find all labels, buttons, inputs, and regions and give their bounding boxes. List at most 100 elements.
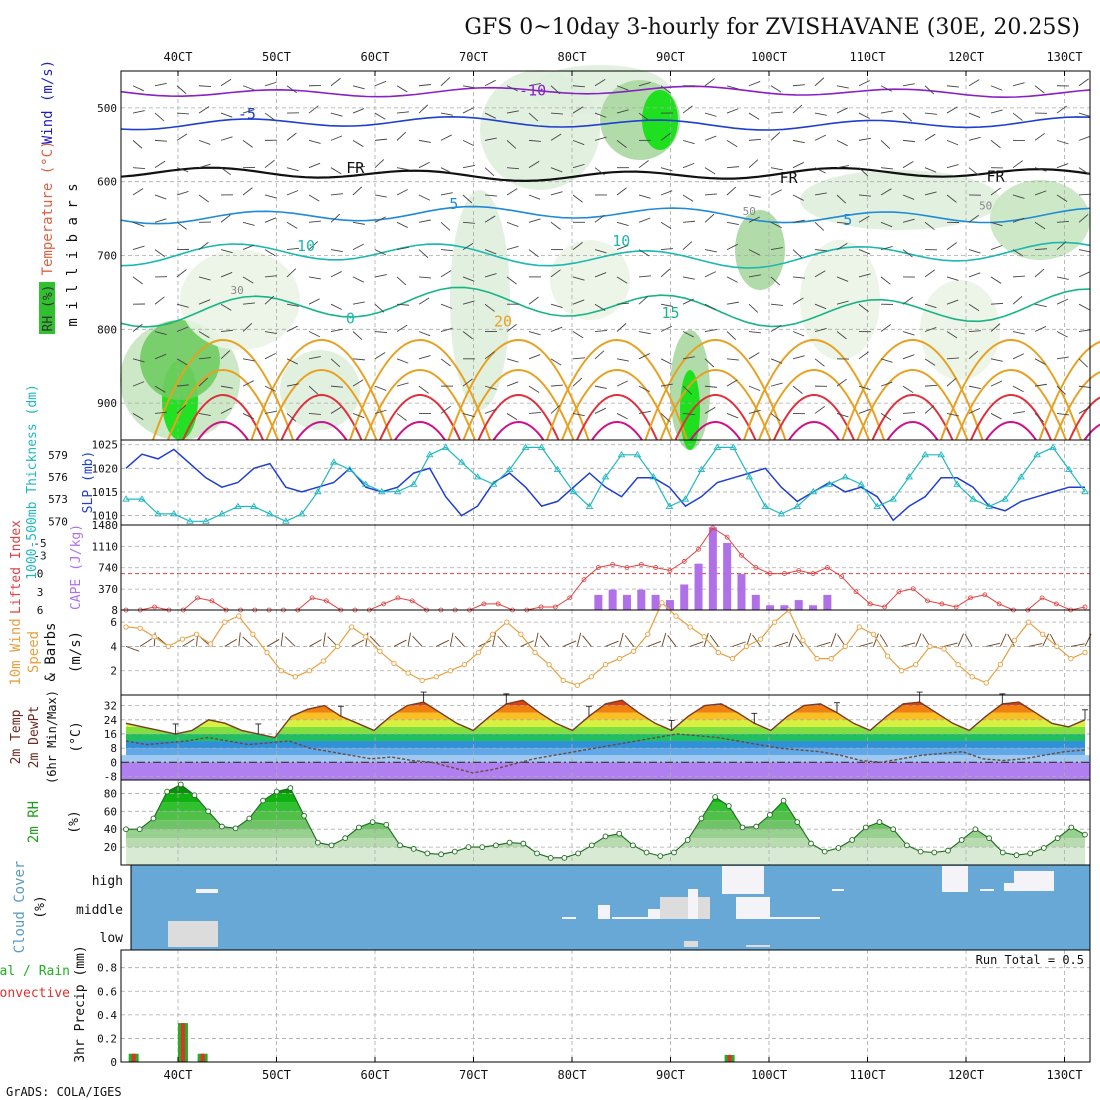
wind-barb <box>880 140 891 149</box>
wind-barb <box>330 303 342 310</box>
wind10m-speed-marker <box>757 636 764 642</box>
thickness-line <box>126 446 1086 522</box>
wind-barb <box>858 137 871 141</box>
wind-barb <box>242 323 253 332</box>
wind-barb <box>264 81 277 87</box>
wind-barb <box>286 383 299 387</box>
thickness-marker <box>921 450 929 458</box>
diurnal-temp-arc <box>1083 423 1100 441</box>
wind10m-speed-marker <box>292 674 298 680</box>
wind-barb <box>220 136 233 141</box>
wind-barb <box>660 190 673 196</box>
wind10m-speed-marker <box>518 631 524 637</box>
thickness-marker <box>681 495 690 502</box>
wind-barb <box>264 159 275 169</box>
wind-barb <box>990 85 1003 91</box>
lifted-index-marker <box>653 565 658 570</box>
thickness-marker <box>314 487 322 495</box>
wind10m-barb <box>647 640 662 647</box>
cloud-background <box>131 865 1090 950</box>
wind10m-barb <box>454 635 465 647</box>
wind-barb <box>748 385 761 392</box>
wind10m-barb <box>957 633 964 647</box>
thickness-marker <box>329 458 338 465</box>
rh2m-marker <box>314 839 321 846</box>
wind-barb <box>462 378 473 387</box>
wind10m-speed-marker <box>490 631 496 637</box>
wind-barb <box>1056 221 1070 223</box>
wind-tick-label: 4 <box>110 640 117 653</box>
thickness-marker <box>202 517 210 524</box>
wind10m-speed-marker <box>729 655 736 662</box>
wind-barb <box>968 112 981 118</box>
thickness-marker <box>1033 450 1041 458</box>
time-axis-bottom-label: 60CT <box>361 1068 390 1082</box>
wind10m-barb <box>732 641 746 647</box>
cape-bar <box>766 605 775 610</box>
lifted-index-marker <box>667 568 673 573</box>
wind-barb <box>286 325 298 332</box>
thickness-marker <box>649 473 658 480</box>
diurnal-temp-arc <box>152 339 294 441</box>
time-axis-bottom-label: 130CT <box>1046 1068 1082 1082</box>
wind-barb <box>308 276 321 280</box>
wind-barb <box>704 213 715 223</box>
thickness-marker <box>841 473 850 480</box>
rh2m-marker <box>465 844 472 850</box>
wind10m-speed-marker <box>320 658 327 664</box>
rh2m-marker <box>328 842 335 849</box>
wind-barb <box>836 194 847 204</box>
wind-barb <box>902 112 913 122</box>
wind10m-speed-marker <box>856 624 863 630</box>
li-tick-label: -5 <box>33 537 46 550</box>
cape-bar <box>608 589 617 610</box>
wind10m-speed-marker <box>969 674 975 680</box>
wind10m-speed-marker <box>631 648 637 654</box>
diurnal-temp-arc <box>788 421 840 441</box>
wind-barb <box>638 385 650 392</box>
wind10m-speed-marker <box>772 619 778 625</box>
wind-barb <box>990 380 1003 387</box>
rh-shade <box>680 370 700 450</box>
wind-barb <box>242 109 255 114</box>
precip-legend-convective: Convective <box>0 986 70 1001</box>
rh-shade <box>550 240 630 320</box>
wind-barb <box>484 137 497 141</box>
wind-barb <box>770 111 783 114</box>
wind-barb <box>792 194 804 201</box>
wind-barb <box>594 167 605 176</box>
rh2m-marker <box>410 846 417 852</box>
wind10m-speed-marker <box>405 670 411 676</box>
thickness-marker <box>969 495 977 502</box>
wind10m-barb <box>943 642 958 647</box>
wind-barb <box>1034 248 1048 251</box>
wind10m-speed-marker <box>701 634 707 640</box>
wind10m-speed-marker <box>715 649 721 656</box>
temp2m-axis-label-3: (6hr Min/Max) <box>45 690 59 784</box>
cape-bar <box>651 594 660 610</box>
wind10m-speed-marker <box>236 613 242 619</box>
cloud-patch <box>648 909 660 919</box>
wind-barb <box>154 218 167 223</box>
wind-barb <box>352 85 365 90</box>
wind-barb <box>902 218 915 223</box>
rh2m-marker <box>794 819 801 825</box>
wind-barb <box>704 193 717 196</box>
wind-barb <box>770 358 783 364</box>
wind10m-barb <box>125 646 140 652</box>
lifted-index-marker <box>610 562 616 567</box>
wind-barb <box>792 331 805 337</box>
rh2m-marker <box>219 823 225 830</box>
wind-barb <box>550 269 561 278</box>
wind-barb <box>968 249 981 254</box>
precip-convective-bar <box>131 1053 136 1062</box>
wind-barb <box>858 112 870 119</box>
lifted-index-marker <box>753 565 759 570</box>
wind-barb <box>198 241 209 250</box>
wind-barb <box>132 110 145 114</box>
wind-barb <box>550 221 561 230</box>
rh2m-marker <box>506 839 513 846</box>
lifted-index-marker <box>810 571 816 576</box>
wind-barb <box>660 383 673 387</box>
wind-barb <box>418 161 430 169</box>
